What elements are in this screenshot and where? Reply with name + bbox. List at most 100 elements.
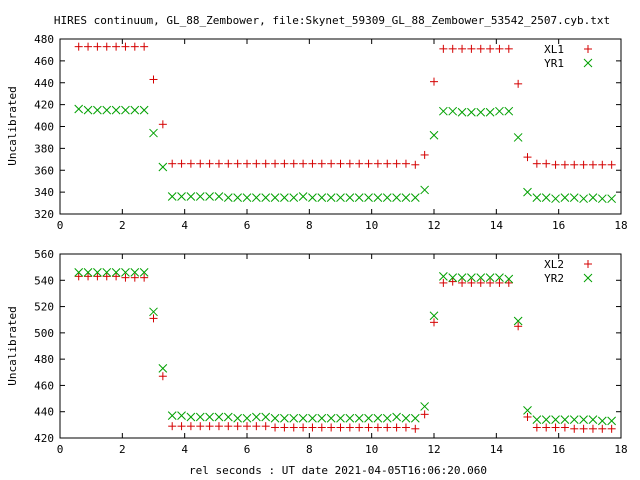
data-point-xl1-24 (299, 159, 308, 168)
data-point-yr2-39 (438, 271, 448, 281)
data-point-yr2-43 (476, 273, 486, 283)
data-point-xl2-17 (233, 422, 242, 431)
legend-marker-yr1 (583, 58, 593, 68)
y-tick-label-320: 320 (34, 208, 54, 221)
data-point-xl2-39 (439, 278, 448, 287)
data-point-yr2-22 (280, 413, 289, 423)
data-point-xl2-3 (102, 272, 111, 281)
data-point-yr1-16 (223, 193, 233, 202)
data-point-xl1-42 (467, 44, 476, 53)
y-axis-label-top: Uncalibrated (6, 86, 19, 165)
data-point-yr1-7 (139, 105, 149, 115)
data-point-yr2-42 (467, 273, 476, 283)
legend-marker-xl1 (584, 45, 592, 53)
data-point-yr2-6 (130, 268, 140, 277)
data-point-yr2-29 (345, 413, 355, 423)
data-point-xl2-9 (158, 372, 167, 381)
data-point-yr2-40 (448, 273, 458, 283)
data-point-yr1-9 (158, 162, 168, 172)
y-tick-label-380: 380 (34, 142, 54, 155)
data-point-xl1-8 (149, 75, 158, 84)
data-points-bottom (74, 268, 617, 433)
x-tick-label-0: 0 (57, 443, 64, 456)
data-point-yr1-50 (541, 193, 551, 202)
data-point-xl2-40 (448, 277, 457, 286)
data-point-yr1-36 (410, 193, 420, 202)
data-point-xl2-55 (588, 424, 597, 433)
x-tick-label-18: 18 (614, 219, 627, 232)
data-point-xl1-25 (308, 159, 317, 168)
data-point-xl2-56 (598, 424, 607, 433)
legend-label-yr2: YR2 (544, 272, 564, 285)
data-point-yr1-2 (93, 105, 102, 115)
data-point-yr2-38 (429, 311, 439, 321)
data-point-yr1-53 (569, 193, 579, 202)
data-point-yr2-45 (495, 273, 504, 283)
data-point-xl1-29 (345, 159, 354, 168)
data-point-xl2-13 (196, 422, 205, 431)
data-point-xl2-15 (214, 422, 223, 431)
data-point-yr1-22 (280, 193, 289, 202)
data-point-xl2-45 (495, 278, 504, 287)
y-tick-label-440: 440 (34, 77, 54, 90)
data-point-xl1-6 (130, 42, 139, 51)
data-point-yr1-12 (186, 192, 196, 201)
data-point-yr1-17 (233, 193, 243, 202)
data-point-xl2-35 (401, 423, 410, 432)
data-point-yr1-3 (102, 105, 112, 115)
axis-ticks-top: 0 2 4 6 8 10 12 14 16 18 320 340 360 380 400 420 440 460 4… (34, 33, 628, 232)
data-point-xl2-36 (411, 424, 420, 433)
data-point-xl2-14 (205, 422, 214, 431)
data-point-xl1-47 (514, 79, 523, 88)
data-point-yr1-18 (242, 193, 252, 202)
data-point-xl2-49 (532, 423, 541, 432)
data-point-xl1-27 (327, 159, 336, 168)
data-point-xl2-53 (570, 424, 579, 433)
data-point-yr1-33 (382, 193, 392, 202)
data-point-yr1-0 (74, 104, 84, 114)
x-tick-label-4: 4 (181, 219, 188, 232)
data-point-xl2-41 (458, 278, 467, 287)
data-point-xl1-16 (224, 159, 233, 168)
data-point-xl1-36 (411, 160, 420, 169)
data-point-xl1-9 (158, 120, 167, 129)
data-point-xl1-44 (486, 44, 495, 53)
data-point-xl2-57 (607, 424, 616, 433)
data-point-yr2-9 (158, 363, 168, 373)
y-tick-label-480: 480 (34, 353, 54, 366)
data-point-xl1-49 (532, 159, 541, 168)
data-point-xl2-24 (299, 423, 308, 432)
data-point-xl1-40 (448, 44, 457, 53)
chart-title: HIRES continuum, GL_88_Zembower, file:Sk… (54, 14, 610, 27)
data-point-yr1-14 (205, 192, 214, 201)
plot-frame-bottom (59, 253, 622, 439)
data-point-xl1-26 (317, 159, 326, 168)
data-point-xl2-42 (467, 278, 476, 287)
data-point-yr2-53 (569, 415, 579, 424)
data-point-xl2-8 (149, 314, 158, 323)
legend-marker-xl2 (584, 260, 592, 268)
data-point-yr2-55 (588, 415, 598, 424)
data-point-yr2-35 (401, 413, 411, 423)
data-point-yr1-15 (214, 192, 224, 201)
data-point-yr2-44 (485, 273, 495, 283)
x-tick-label-0: 0 (57, 219, 64, 232)
data-point-yr2-50 (541, 415, 551, 424)
x-tick-label-14: 14 (490, 443, 504, 456)
data-point-yr1-44 (485, 107, 495, 117)
plot-panel-bottom: Uncalibrated 0 2 4 6 8 10 12 14 16 18 420 440 460 480… (6, 248, 628, 456)
data-point-xl2-2 (93, 272, 102, 281)
x-tick-label-4: 4 (181, 443, 188, 456)
data-point-yr2-2 (93, 268, 102, 277)
data-point-yr1-48 (523, 187, 532, 197)
data-point-xl1-7 (140, 42, 149, 51)
data-point-xl2-47 (514, 322, 523, 331)
x-tick-label-2: 2 (119, 443, 126, 456)
data-point-yr1-43 (476, 107, 486, 117)
data-point-yr2-16 (223, 412, 233, 422)
data-point-xl1-30 (355, 159, 364, 168)
x-tick-label-2: 2 (119, 219, 126, 232)
data-point-xl2-18 (243, 422, 251, 431)
data-point-xl1-50 (542, 159, 551, 168)
data-point-yr2-17 (233, 413, 243, 423)
